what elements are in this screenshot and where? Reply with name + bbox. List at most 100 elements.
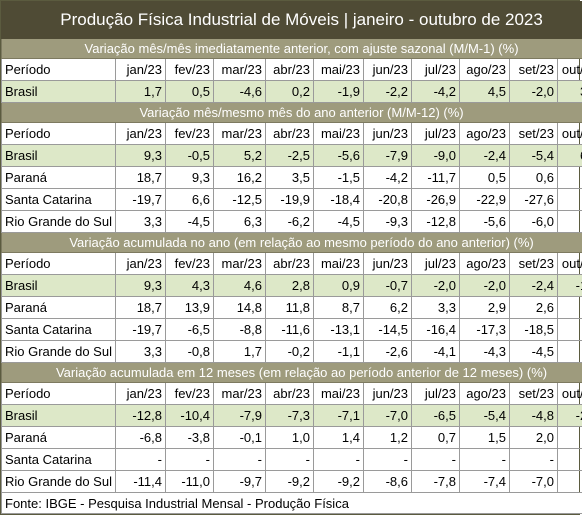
value-cell: -19,7 (116, 189, 166, 211)
month-header: jan/23 (116, 253, 166, 275)
value-cell: -3,8 (166, 427, 214, 449)
value-cell: -6,5 (166, 319, 214, 341)
value-cell: -16,4 (412, 319, 460, 341)
value-cell: 2,8 (266, 275, 314, 297)
value-cell: -4,5 (510, 341, 558, 363)
row-label: Rio Grande do Sul (2, 471, 116, 493)
value-cell: 2,6 (510, 297, 558, 319)
value-cell: 1,7 (116, 81, 166, 103)
period-header: Período (2, 59, 116, 81)
table-row-brasil: Brasil-12,8-10,4-7,9-7,3-7,1-7,0-6,5-5,4… (2, 405, 582, 427)
value-cell: -27,6 (510, 189, 558, 211)
section-header-row: Variação acumulada no ano (em relação ao… (2, 233, 582, 253)
source-row: Fonte: IBGE - Pesquisa Industrial Mensal… (2, 493, 582, 514)
value-cell: 18,7 (116, 167, 166, 189)
period-header: Período (2, 383, 116, 405)
value-cell: -7,3 (266, 405, 314, 427)
month-header: fev/23 (166, 253, 214, 275)
value-cell (558, 319, 582, 341)
month-header: jun/23 (364, 59, 412, 81)
section-title: Variação mês/mesmo mês do ano anterior (… (2, 103, 582, 123)
value-cell: - (314, 449, 364, 471)
value-cell: -2,2 (364, 81, 412, 103)
month-header: abr/23 (266, 253, 314, 275)
value-cell: - (510, 449, 558, 471)
value-cell: -9,2 (266, 471, 314, 493)
month-header: set/23 (510, 123, 558, 145)
row-label: Santa Catarina (2, 319, 116, 341)
value-cell: -5,4 (460, 405, 510, 427)
value-cell (558, 471, 582, 493)
month-header: set/23 (510, 253, 558, 275)
value-cell: -0,2 (266, 341, 314, 363)
value-cell: -6,5 (412, 405, 460, 427)
month-header: mai/23 (314, 123, 364, 145)
month-header: abr/23 (266, 59, 314, 81)
value-cell: -2,4 (510, 275, 558, 297)
value-cell: -13,1 (314, 319, 364, 341)
value-cell: 6,9 (558, 145, 582, 167)
value-cell: -1,9 (314, 81, 364, 103)
value-cell: -9,7 (214, 471, 266, 493)
value-cell: 2,0 (510, 427, 558, 449)
section-header-row: Variação acumulada em 12 meses (em relaç… (2, 363, 582, 383)
value-cell: 1,2 (364, 427, 412, 449)
value-cell: 11,8 (266, 297, 314, 319)
row-label: Brasil (2, 81, 116, 103)
value-cell: -9,2 (314, 471, 364, 493)
month-header: set/23 (510, 383, 558, 405)
month-header: jan/23 (116, 59, 166, 81)
value-cell: -4,2 (412, 81, 460, 103)
value-cell: 5,2 (214, 145, 266, 167)
value-cell (558, 297, 582, 319)
value-cell: -6,0 (510, 211, 558, 233)
value-cell: -18,4 (314, 189, 364, 211)
value-cell: 3,3 (412, 297, 460, 319)
value-cell: 3,3 (116, 211, 166, 233)
value-cell: 4,3 (166, 275, 214, 297)
value-cell: 6,3 (214, 211, 266, 233)
month-header: out/23 (558, 383, 582, 405)
month-header: jan/23 (116, 123, 166, 145)
value-cell: 1,0 (266, 427, 314, 449)
value-cell: -10,4 (166, 405, 214, 427)
value-cell: -0,5 (166, 145, 214, 167)
month-header: jul/23 (412, 59, 460, 81)
value-cell: - (116, 449, 166, 471)
value-cell: 6,2 (364, 297, 412, 319)
value-cell: -7,9 (214, 405, 266, 427)
value-cell: -4,5 (314, 211, 364, 233)
value-cell: -7,8 (412, 471, 460, 493)
month-header: mar/23 (214, 59, 266, 81)
month-header: jul/23 (412, 123, 460, 145)
value-cell: -2,0 (412, 275, 460, 297)
value-cell: 1,4 (314, 427, 364, 449)
value-cell: -5,6 (460, 211, 510, 233)
period-header: Período (2, 253, 116, 275)
month-header: jan/23 (116, 383, 166, 405)
value-cell: 2,9 (460, 297, 510, 319)
value-cell: 0,9 (314, 275, 364, 297)
value-cell (558, 341, 582, 363)
value-cell: 9,3 (166, 167, 214, 189)
value-cell: -7,1 (314, 405, 364, 427)
value-cell: 0,7 (412, 427, 460, 449)
value-cell (558, 449, 582, 471)
value-cell: 4,6 (214, 275, 266, 297)
value-cell: 14,8 (214, 297, 266, 319)
month-header: fev/23 (166, 123, 214, 145)
value-cell: -12,5 (214, 189, 266, 211)
row-label: Santa Catarina (2, 449, 116, 471)
value-cell: 3,0 (558, 81, 582, 103)
value-cell: -1,5 (314, 167, 364, 189)
month-header: mar/23 (214, 123, 266, 145)
value-cell: -2,7 (558, 405, 582, 427)
